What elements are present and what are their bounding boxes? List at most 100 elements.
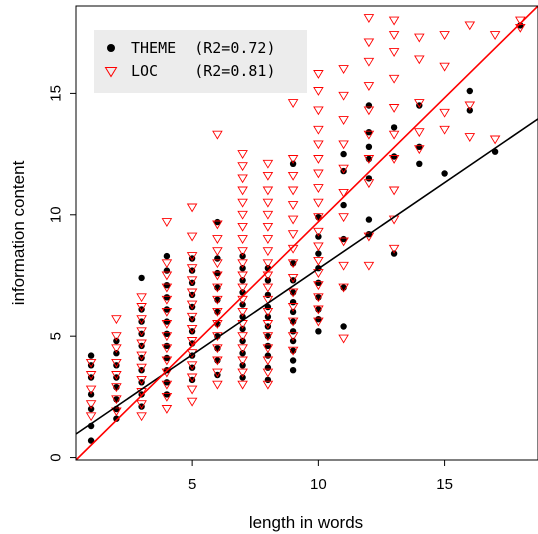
theme-point	[264, 313, 272, 320]
loc-point	[186, 252, 198, 261]
loc-point	[186, 373, 198, 383]
loc-point	[237, 174, 248, 184]
loc-point	[262, 295, 274, 305]
loc-point	[388, 16, 400, 26]
loc-point	[313, 184, 324, 193]
loc-point	[262, 186, 274, 196]
theme-point	[163, 379, 171, 386]
loc-point	[287, 317, 299, 327]
loc-point	[262, 307, 274, 317]
loc-point	[287, 346, 299, 356]
loc-point	[85, 358, 97, 368]
loc-point	[338, 213, 349, 223]
loc-point	[287, 259, 299, 269]
y-tick-label: 5	[48, 332, 65, 340]
loc-point	[262, 235, 274, 244]
theme-point	[289, 308, 297, 316]
loc-point	[237, 210, 248, 220]
loc-point	[237, 344, 248, 354]
loc-point	[186, 385, 198, 395]
loc-point	[161, 332, 173, 342]
theme-point	[365, 143, 373, 150]
loc-point	[338, 164, 349, 174]
loc-point	[262, 380, 274, 390]
theme-point	[289, 299, 297, 306]
theme-point	[340, 201, 347, 209]
theme-point	[163, 330, 171, 337]
theme-point	[113, 350, 120, 357]
loc-point	[388, 186, 400, 196]
theme-point	[315, 316, 322, 323]
loc-point	[338, 65, 349, 74]
theme-point	[264, 376, 272, 384]
legend-box	[94, 30, 307, 93]
loc-point	[186, 337, 198, 346]
loc-point	[212, 247, 223, 257]
loc-points	[85, 14, 526, 422]
loc-point	[212, 344, 223, 354]
loc-point	[237, 198, 248, 208]
x-tick-label: 5	[188, 476, 196, 493]
theme-point	[239, 350, 246, 357]
theme-point	[365, 129, 373, 136]
theme-point	[264, 364, 272, 371]
theme-point	[416, 143, 423, 150]
loc-point	[186, 300, 198, 310]
y-tick-label: 15	[48, 85, 65, 102]
loc-point	[111, 344, 122, 354]
loc-point	[388, 244, 400, 254]
loc-point	[338, 237, 349, 247]
theme-point	[163, 342, 171, 350]
loc-point	[212, 271, 223, 281]
theme-point	[315, 328, 322, 335]
y-axis: 0 5 10 15	[48, 85, 76, 462]
loc-point	[338, 188, 349, 198]
loc-point	[237, 186, 248, 196]
loc-point	[237, 162, 248, 172]
loc-point	[338, 116, 349, 125]
loc-point	[161, 356, 173, 366]
loc-point	[388, 48, 400, 57]
loc-point	[161, 218, 173, 227]
loc-point	[313, 169, 324, 179]
loc-point	[136, 400, 147, 410]
loc-point	[262, 259, 274, 269]
loc-point	[161, 283, 173, 293]
loc-point	[237, 222, 248, 232]
x-axis-title: length in words	[249, 513, 363, 532]
loc-point	[212, 307, 223, 317]
loc-point	[414, 99, 425, 108]
theme-point	[441, 170, 448, 177]
loc-point	[338, 334, 349, 344]
loc-point	[287, 215, 299, 225]
loc-point	[237, 356, 248, 366]
theme-point	[113, 415, 120, 422]
loc-point	[237, 150, 248, 159]
loc-point	[237, 332, 248, 342]
theme-point	[214, 218, 221, 226]
loc-point	[414, 55, 425, 65]
theme-point	[289, 357, 297, 364]
theme-point	[87, 437, 95, 444]
loc-point	[237, 259, 248, 269]
loc-point	[186, 361, 198, 371]
loc-point	[464, 21, 476, 31]
loc-point	[338, 91, 349, 101]
theme-point	[214, 255, 221, 262]
theme-point	[138, 274, 145, 282]
loc-point	[363, 14, 375, 23]
loc-point	[136, 351, 147, 361]
loc-point	[111, 332, 122, 342]
theme-point	[315, 250, 322, 257]
theme-point	[315, 279, 322, 286]
loc-point	[414, 145, 425, 155]
theme-point	[239, 252, 246, 260]
theme-point	[365, 216, 373, 223]
theme-point	[163, 267, 171, 274]
loc-point	[313, 305, 324, 315]
theme-point	[289, 328, 297, 335]
loc-point	[262, 283, 274, 293]
theme-point	[163, 282, 171, 289]
loc-point	[439, 62, 450, 72]
loc-point	[388, 104, 400, 113]
